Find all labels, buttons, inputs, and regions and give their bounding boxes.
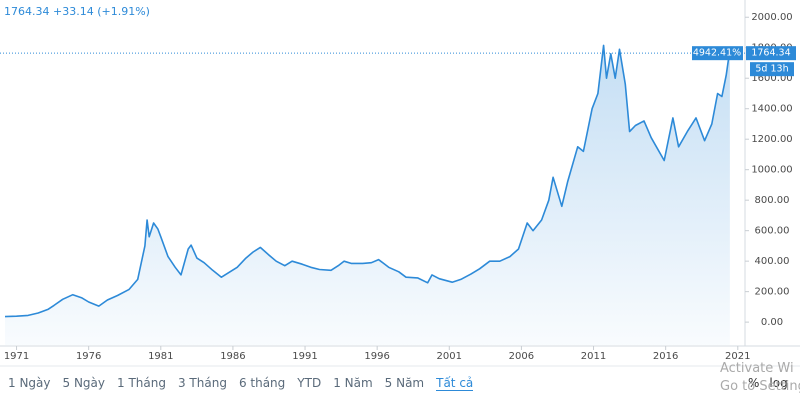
watermark: Activate Wi Go to Settings [720,360,800,396]
x-tick-label: 1976 [76,351,101,362]
range-button[interactable]: 3 Tháng [177,376,227,390]
x-tick-label: 1971 [4,351,29,362]
countdown: 5d 13h [755,64,788,75]
percent-tag-bg [692,46,743,61]
y-tick-label: 1200.00 [751,134,792,145]
x-tick-label: 1981 [148,351,173,362]
x-tick-label: 2016 [653,351,678,362]
y-tick-label: 1400.00 [751,104,792,115]
range-button[interactable]: 5 Ngày [62,376,106,390]
price-line [4,44,731,318]
price-tag: 1764.34 [751,48,790,59]
x-tick-label: 2006 [509,351,534,362]
range-button[interactable]: 1 Năm [333,376,373,390]
y-tick-label: 2000.00 [751,12,792,23]
x-tick-label: 1996 [364,351,389,362]
y-tick-label: 1000.00 [751,165,792,176]
watermark-line: Go to Settings [720,379,800,394]
range-button[interactable]: 1 Tháng [117,376,166,390]
area-fill [5,45,730,345]
countdown-bg [750,62,794,77]
range-toolbar: 1 Ngày 5 Ngày 1 Tháng 3 Tháng 6 tháng YTD 1 Nă… [8,376,474,391]
x-tick-label: 2001 [437,351,462,362]
range-button[interactable]: 5 Năm [384,376,425,390]
x-tick-label: 2011 [581,351,606,362]
y-tick-label: 400.00 [755,256,790,267]
range-button[interactable]: Tất cả [436,376,474,391]
y-tick-label: 0.00 [761,317,783,328]
scale-option[interactable]: log [769,376,788,390]
scale-option[interactable]: % [748,376,760,390]
x-tick-label: 1991 [292,351,317,362]
y-tick-label: 600.00 [755,226,790,237]
price-tag-bg [746,46,796,61]
y-tick-label: 800.00 [755,195,790,206]
range-button[interactable]: 6 tháng [238,376,286,390]
y-tick-label: 200.00 [755,287,790,298]
watermark-line: Activate Wi [720,361,794,376]
scale-options: % log [748,376,788,390]
percent-tag: 4942.41% [693,48,741,59]
range-button[interactable]: YTD [297,376,322,390]
x-tick-label: 1986 [220,351,245,362]
plot-area [4,44,731,345]
x-tick-label: 2021 [725,351,750,362]
header-quote: 1764.34 +33.14 (+1.91%) [4,5,150,18]
y-tick-label: 1600.00 [751,73,792,84]
range-button[interactable]: 1 Ngày [8,376,51,390]
